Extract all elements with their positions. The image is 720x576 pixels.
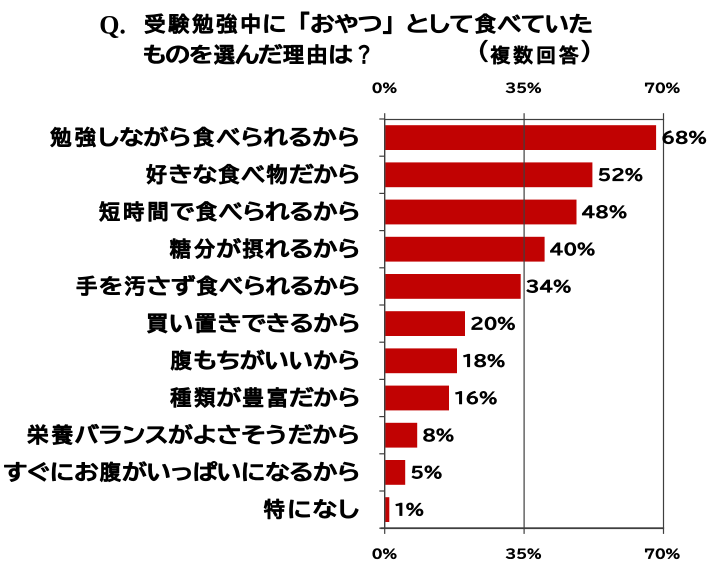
svg-text:Q.: Q. xyxy=(99,10,126,39)
